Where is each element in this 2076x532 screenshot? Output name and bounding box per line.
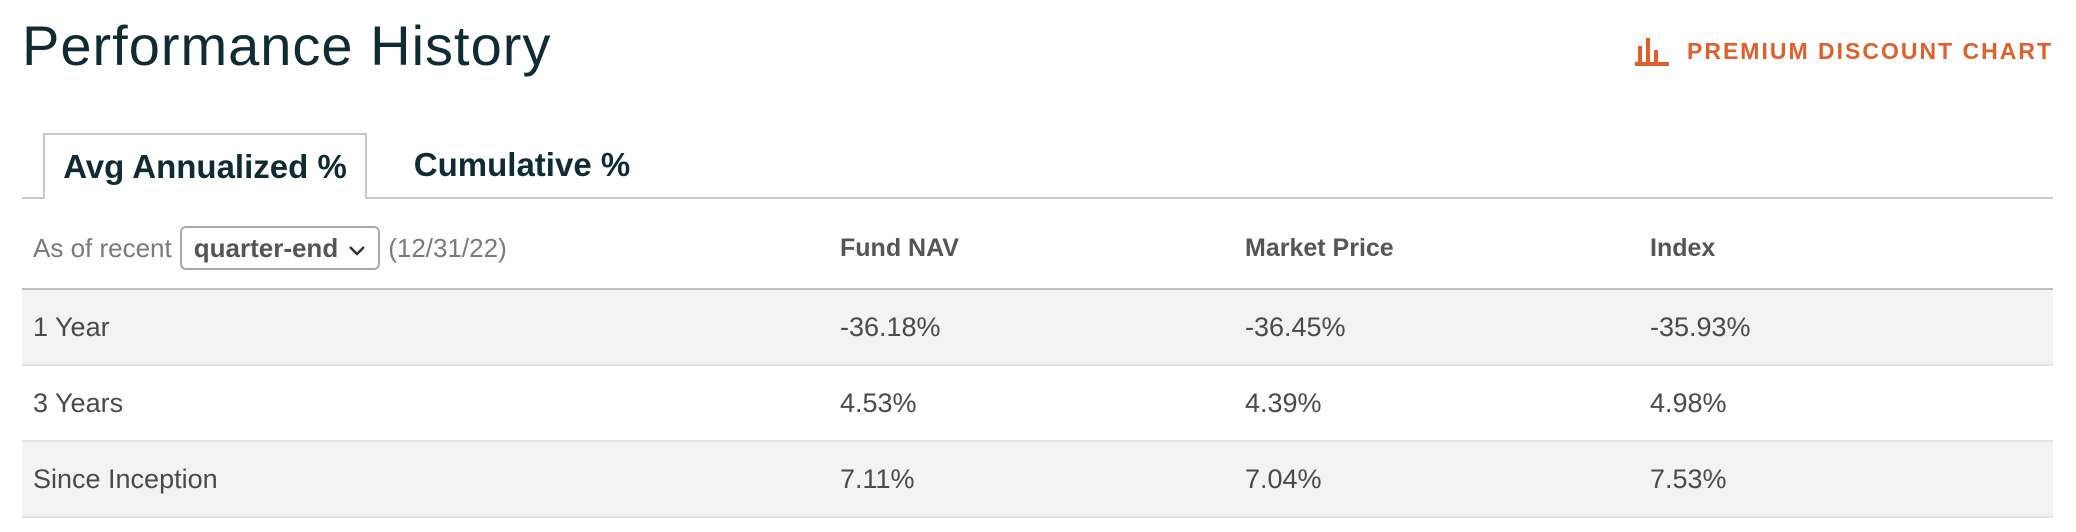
fund-nav-value: 4.53%: [840, 388, 917, 418]
column-header-fund-nav: Fund NAV: [840, 234, 959, 262]
chevron-down-icon: [348, 233, 366, 264]
bar-chart-icon: [1635, 36, 1669, 66]
fund-nav-value: -36.18%: [840, 312, 941, 342]
market-price-value: 4.39%: [1245, 388, 1322, 418]
row-label: 3 Years: [33, 388, 124, 418]
premium-discount-chart-label: PREMIUM DISCOUNT CHART: [1687, 37, 2053, 64]
tab-avg-annualized[interactable]: Avg Annualized %: [43, 133, 367, 199]
period-dropdown[interactable]: quarter-end: [179, 226, 381, 270]
index-value: 7.53%: [1650, 464, 1727, 494]
row-label: Since Inception: [33, 464, 218, 494]
index-value: -35.93%: [1650, 312, 1751, 342]
period-dropdown-value: quarter-end: [193, 232, 339, 263]
performance-tabs: Avg Annualized % Cumulative %: [22, 133, 2053, 199]
index-value: 4.98%: [1650, 388, 1727, 418]
as-of-date: (12/31/22): [388, 232, 507, 263]
column-header-market-price: Market Price: [1245, 234, 1394, 262]
table-header: As of recent quarter-end (12/31/22) Fund…: [22, 210, 2053, 290]
as-of-prefix: As of recent: [33, 232, 172, 263]
market-price-value: 7.04%: [1245, 464, 1322, 494]
table-row: Since Inception 7.11% 7.04% 7.53%: [22, 442, 2053, 518]
table-row: 1 Year -36.18% -36.45% -35.93%: [22, 290, 2053, 366]
performance-table: As of recent quarter-end (12/31/22) Fund…: [22, 210, 2053, 518]
premium-discount-chart-link[interactable]: PREMIUM DISCOUNT CHART: [1635, 36, 2053, 66]
table-row: 3 Years 4.53% 4.39% 4.98%: [22, 366, 2053, 442]
fund-nav-value: 7.11%: [840, 464, 915, 494]
row-label: 1 Year: [33, 312, 110, 342]
column-header-index: Index: [1650, 234, 1716, 262]
page-title: Performance History: [22, 14, 552, 77]
tab-cumulative[interactable]: Cumulative %: [413, 146, 631, 183]
market-price-value: -36.45%: [1245, 312, 1346, 342]
as-of-selector: As of recent quarter-end (12/31/22): [33, 226, 507, 270]
